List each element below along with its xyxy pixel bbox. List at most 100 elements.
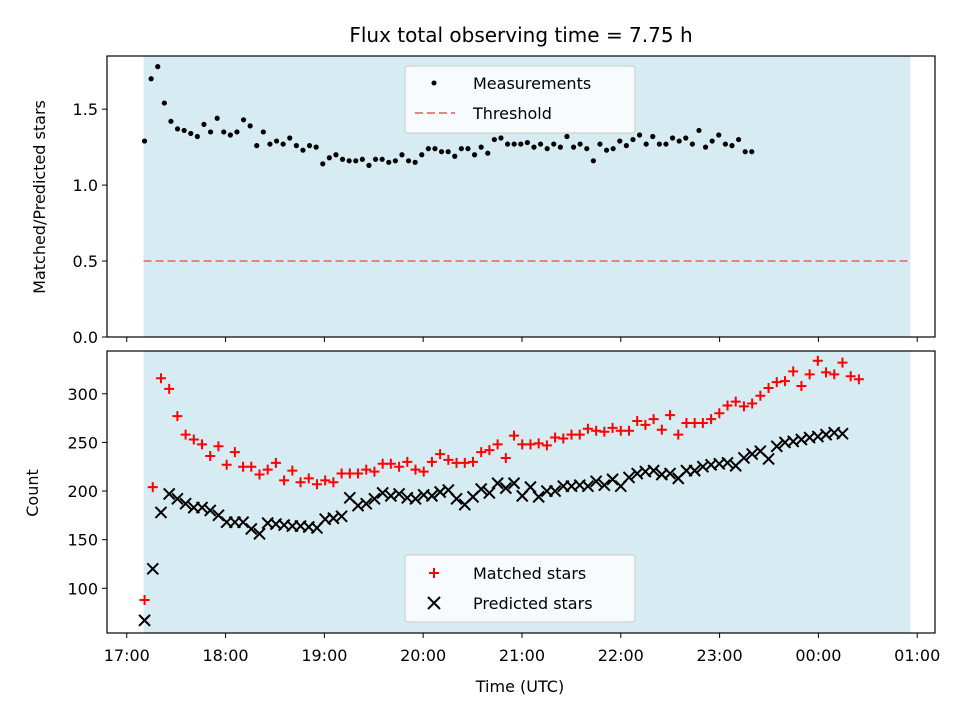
measurement-point <box>168 118 174 124</box>
bottom-y-tick-label: 250 <box>67 433 98 452</box>
legend-predicted-label: Predicted stars <box>473 594 593 613</box>
measurement-point <box>570 144 577 150</box>
measurement-point <box>306 143 313 149</box>
measurement-point <box>524 139 530 146</box>
predicted-star-point <box>688 464 701 477</box>
measurement-point <box>320 161 326 167</box>
x-tick-label: 23:00 <box>697 646 743 665</box>
measurement-point <box>702 144 709 150</box>
bottom-y-tick-label: 150 <box>67 531 98 550</box>
matched-star-point <box>706 414 717 425</box>
matched-star-point <box>714 408 725 419</box>
legend-measurements-label: Measurements <box>473 74 591 93</box>
measurement-point <box>749 149 755 155</box>
x-tick-label: 22:00 <box>598 646 644 665</box>
measurement-point <box>438 149 445 155</box>
count-points <box>138 355 864 627</box>
predicted-star-point <box>647 464 660 477</box>
top-y-ticks: 0.0 0.5 1.0 1.5 <box>73 100 107 347</box>
matched-star-point <box>747 398 758 409</box>
measurement-point <box>161 100 167 106</box>
measurement-point <box>557 144 563 150</box>
matched-star-point <box>796 381 807 392</box>
matched-star-point <box>394 461 405 472</box>
bottom-panel: 100 150 200 250 300 17:00 18:00 19:00 20:00 21:0… <box>23 350 940 696</box>
measurement-point <box>577 141 583 147</box>
matched-star-point <box>730 396 741 407</box>
predicted-star-point <box>598 478 611 492</box>
measurement-point <box>729 143 735 149</box>
measurement-point <box>735 136 742 143</box>
top-y-tick-label: 1.5 <box>73 100 98 119</box>
matched-star-point <box>533 438 544 449</box>
measurement-point <box>267 141 273 147</box>
measurement-point <box>716 132 722 138</box>
measurement-point <box>590 158 596 164</box>
predicted-star-point <box>532 490 545 504</box>
measurement-point <box>669 135 676 141</box>
matched-star-point <box>361 464 372 475</box>
measurement-point <box>432 146 438 152</box>
top-y-axis-label: Matched/Predicted stars <box>30 100 49 294</box>
measurement-point <box>471 152 478 158</box>
matched-star-point <box>476 447 487 458</box>
legend-threshold-label: Threshold <box>472 104 552 123</box>
matched-star-point <box>804 369 815 380</box>
matched-star-point <box>369 466 380 477</box>
measurement-point <box>221 129 227 135</box>
measurement-point <box>709 138 715 144</box>
matched-star-point <box>599 426 610 437</box>
measurement-point <box>386 159 392 165</box>
x-tick-label: 18:00 <box>203 646 249 665</box>
top-panel: 0.0 0.5 1.0 1.5 Matched/Predicted stars Mea… <box>30 55 936 347</box>
measurement-point <box>326 155 332 161</box>
predicted-star-point <box>581 479 595 493</box>
measurement-point <box>405 158 412 164</box>
measurement-points <box>141 64 755 168</box>
measurement-point <box>419 152 425 158</box>
x-axis-label: Time (UTC) <box>475 677 564 696</box>
measurement-point <box>181 127 187 134</box>
matched-star-point <box>353 468 364 479</box>
predicted-star-point <box>745 447 759 461</box>
measurement-point <box>425 146 431 152</box>
predicted-star-point <box>146 562 159 576</box>
matched-star-point <box>779 376 790 387</box>
bottom-y-ticks: 100 150 200 250 300 <box>67 385 107 598</box>
bottom-axes-frame <box>106 350 936 634</box>
matched-star-point <box>410 464 421 475</box>
measurement-point <box>511 141 517 147</box>
measurement-point <box>531 144 537 150</box>
measurement-point <box>564 133 570 140</box>
measurement-point <box>353 158 359 164</box>
legend-matched-marker <box>429 568 439 578</box>
predicted-star-point <box>154 506 168 519</box>
matched-star-point <box>213 441 224 452</box>
matched-star-point <box>467 456 478 467</box>
measurement-point <box>584 146 590 152</box>
measurement-point <box>551 141 557 147</box>
measurement-point <box>287 135 293 141</box>
measurement-point <box>188 130 194 137</box>
predicted-star-point <box>737 451 751 465</box>
measurement-point <box>491 136 497 143</box>
legend-measurement-marker <box>431 80 437 86</box>
measurement-point <box>399 152 405 158</box>
measurement-point <box>194 133 200 140</box>
predicted-star-point <box>507 477 521 490</box>
measurement-point <box>207 129 214 135</box>
predicted-star-point <box>770 440 783 453</box>
matched-star-point <box>172 411 183 422</box>
matched-star-point <box>303 473 314 484</box>
predicted-star-point <box>450 492 463 506</box>
matched-star-point <box>853 374 864 385</box>
predicted-star-point <box>253 527 266 541</box>
matched-star-point <box>697 417 708 428</box>
top-legend-box <box>404 65 636 134</box>
predicted-star-point <box>524 480 537 494</box>
measurement-point <box>676 138 682 144</box>
matched-star-point <box>254 469 265 480</box>
predicted-star-point <box>360 497 373 510</box>
matched-star-point <box>287 465 298 476</box>
predicted-star-point <box>721 456 734 470</box>
